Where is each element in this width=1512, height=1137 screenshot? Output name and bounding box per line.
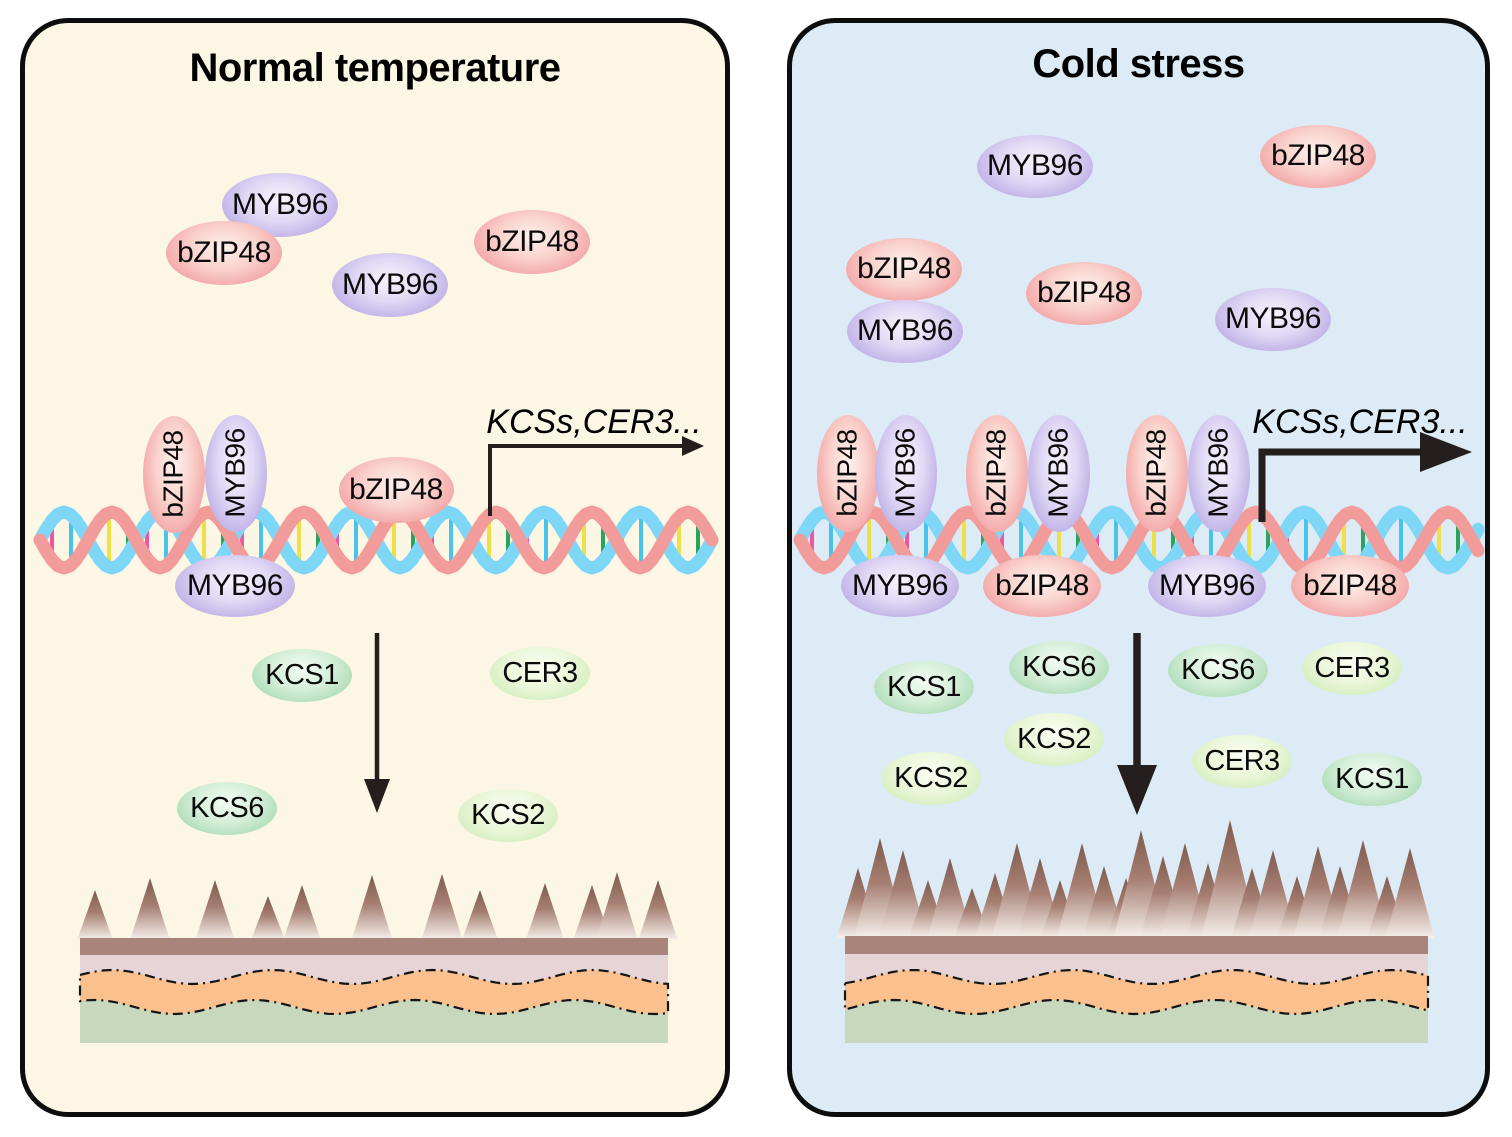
down-arrowhead-icon xyxy=(364,779,390,813)
promoter-arrow: KCSs,CER3... xyxy=(486,403,704,516)
cuticle-cross-section xyxy=(77,872,678,1043)
wax-crystal-spike xyxy=(1385,848,1435,938)
dna-double-helix xyxy=(793,505,1485,575)
wax-crystal-spike xyxy=(421,874,463,940)
cuticle-cross-section xyxy=(836,820,1435,1043)
wax-crystal-spike xyxy=(525,883,565,940)
induction-down-arrow xyxy=(364,633,390,813)
induction-down-arrow xyxy=(1117,633,1157,815)
cuticle-layer-bar xyxy=(845,936,1428,954)
promoter-arrowhead-icon xyxy=(1420,432,1472,472)
wax-crystal-spike xyxy=(130,878,170,940)
target-genes-label: KCSs,CER3... xyxy=(486,403,701,441)
wax-crystal-spike xyxy=(351,875,393,940)
down-arrowhead-icon xyxy=(1117,765,1157,815)
panel-title-cold: Cold stress xyxy=(1032,42,1245,86)
promoter-arrow: KCSs,CER3... xyxy=(1252,403,1472,522)
wax-crystal-spike xyxy=(638,880,678,940)
wax-crystal-spike xyxy=(462,890,498,940)
membrane-wavy-band xyxy=(78,968,670,1016)
membrane-wavy-band xyxy=(843,969,1430,1016)
dna-strand-pink xyxy=(33,505,719,575)
panel-title-normal: Normal temperature xyxy=(189,46,561,90)
wax-crystal-spike xyxy=(596,872,638,940)
cuticle-layer-bar xyxy=(80,938,668,955)
epidermis-layer xyxy=(845,1000,1428,1043)
promoter-arrowhead-icon xyxy=(682,436,704,456)
wax-crystal-spike xyxy=(283,885,321,940)
wax-crystal-spike xyxy=(878,850,928,938)
dna-double-helix xyxy=(33,505,719,575)
wax-crystal-spike xyxy=(250,896,286,940)
wax-crystal-spike xyxy=(195,880,235,940)
target-genes-label: KCSs,CER3... xyxy=(1252,403,1467,441)
wax-crystal-spike xyxy=(77,890,113,940)
